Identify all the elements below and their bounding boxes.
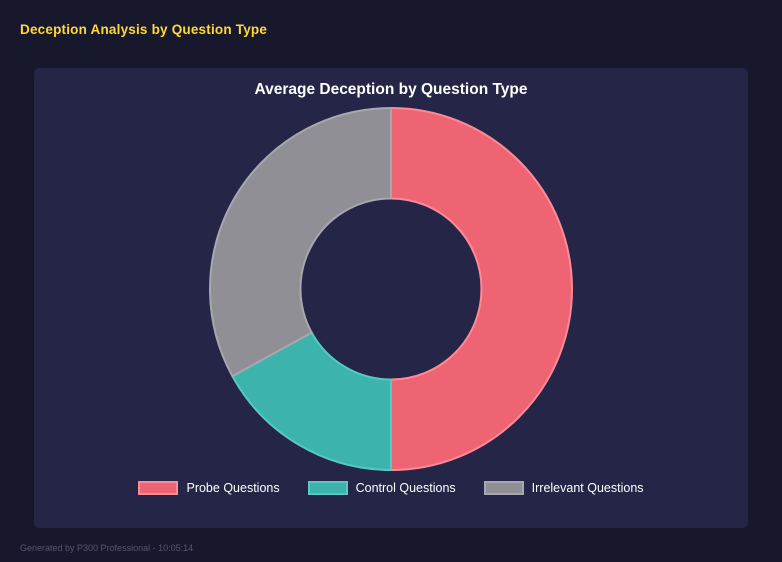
- legend-label: Probe Questions: [186, 481, 280, 495]
- donut-segment[interactable]: [231, 331, 392, 472]
- legend-label: Control Questions: [355, 481, 456, 495]
- legend-swatch: [138, 481, 179, 495]
- legend-swatch: [307, 481, 348, 495]
- donut-segment[interactable]: [209, 106, 392, 378]
- chart-panel: Average Deception by Question Type Probe…: [34, 68, 748, 528]
- chart-legend: Probe Questions Control Questions Irreleva…: [138, 481, 644, 495]
- donut-segment[interactable]: [390, 106, 573, 472]
- legend-swatch: [483, 481, 524, 495]
- donut-chart: [209, 106, 573, 472]
- chart-title: Average Deception by Question Type: [254, 81, 528, 98]
- legend-item[interactable]: Control Questions: [307, 481, 456, 495]
- legend-item[interactable]: Irrelevant Questions: [483, 481, 644, 495]
- page-title: Deception Analysis by Question Type: [20, 22, 268, 37]
- legend-item[interactable]: Probe Questions: [138, 481, 280, 495]
- footer-text: Generated by P300 Professional - 10:05:1…: [20, 543, 194, 553]
- legend-label: Irrelevant Questions: [531, 481, 644, 495]
